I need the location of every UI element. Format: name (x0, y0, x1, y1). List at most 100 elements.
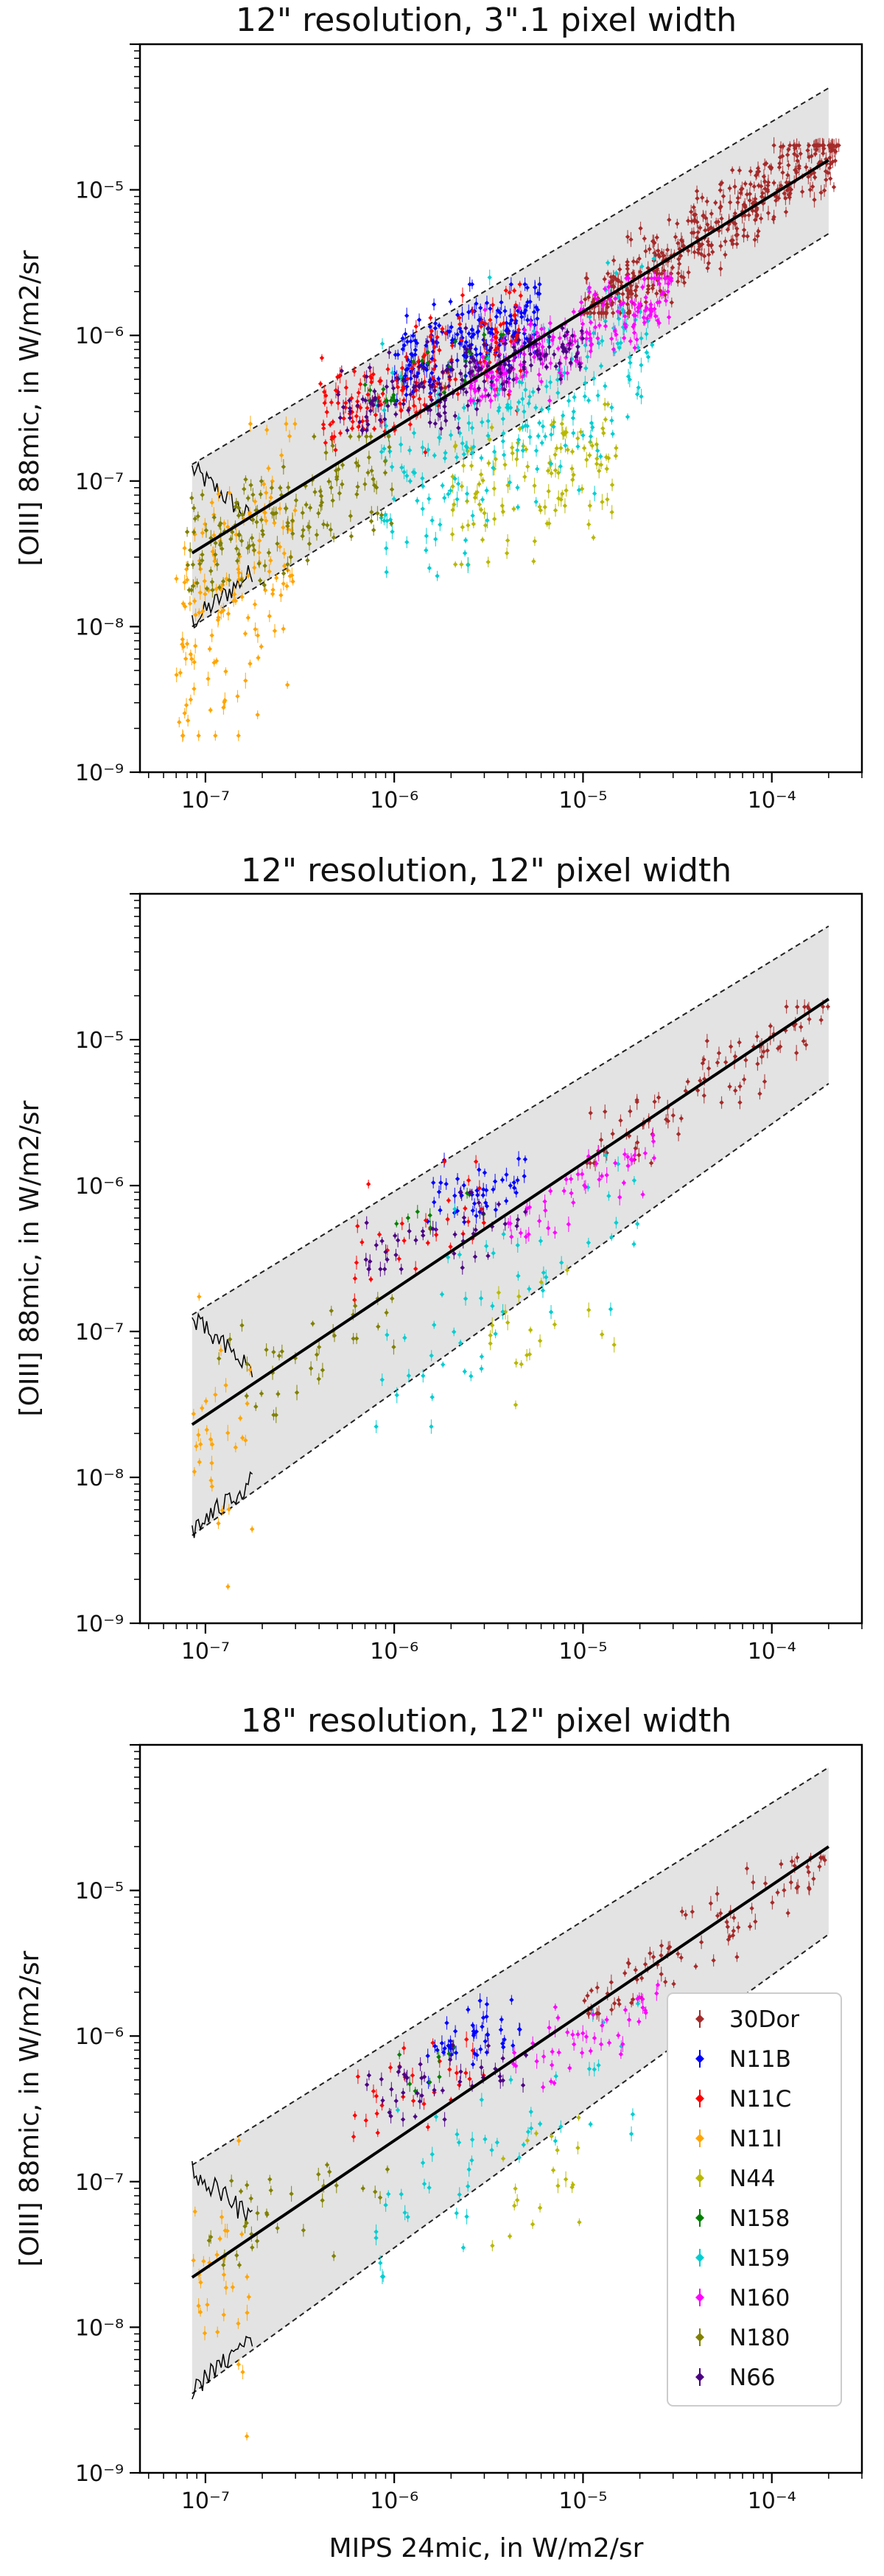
point-N160 (650, 1138, 656, 1144)
point-N180 (318, 503, 323, 508)
point-N44 (461, 463, 466, 469)
point-30Dor (604, 310, 609, 315)
point-30Dor (719, 216, 724, 221)
point-30Dor (699, 242, 705, 247)
point-30Dor (728, 1044, 734, 1049)
point-N66 (482, 342, 487, 347)
point-N159 (561, 413, 566, 419)
point-N159 (463, 444, 469, 449)
point-N180 (200, 552, 205, 557)
point-N11B (460, 312, 465, 317)
point-30Dor (676, 240, 681, 246)
point-30Dor (741, 1077, 747, 1082)
point-N11I (263, 587, 268, 593)
point-30Dor (756, 183, 762, 189)
point-N11C (466, 1219, 471, 1225)
point-30Dor (635, 1140, 640, 1145)
point-30Dor (608, 1980, 614, 1985)
point-N159 (651, 256, 656, 262)
point-N180 (191, 529, 197, 535)
point-N66 (534, 349, 540, 354)
point-N66 (461, 1215, 467, 1220)
point-N11C (380, 391, 385, 396)
point-N159 (415, 498, 420, 503)
point-N66 (541, 353, 547, 358)
point-N11B (508, 281, 514, 287)
point-30Dor (825, 1004, 831, 1009)
point-N11B (519, 310, 524, 315)
point-N11C (335, 400, 341, 406)
point-N11C (417, 396, 422, 402)
point-N44 (486, 461, 491, 466)
point-30Dor (676, 270, 681, 276)
point-30Dor (833, 144, 839, 149)
point-30Dor (610, 300, 615, 306)
point-N11C (401, 1238, 407, 1243)
point-N11C (350, 419, 356, 424)
point-N159 (485, 356, 491, 361)
point-N11C (330, 419, 336, 424)
point-N11C (460, 293, 466, 298)
point-N159 (427, 565, 432, 571)
point-N159 (455, 497, 460, 502)
point-30Dor (825, 170, 831, 175)
point-N11C (407, 421, 413, 427)
point-N160 (575, 1172, 580, 1177)
point-N11C (514, 332, 520, 338)
point-N159 (462, 1369, 468, 1374)
point-N11B (484, 300, 490, 306)
point-30Dor (690, 230, 695, 236)
point-30Dor (770, 1900, 775, 1905)
point-N11C (405, 376, 410, 382)
point-N11I (180, 733, 186, 738)
point-N160 (503, 371, 508, 376)
point-N160 (548, 1189, 553, 1194)
point-N160 (622, 314, 628, 319)
point-N66 (442, 404, 447, 409)
point-N159 (582, 393, 588, 399)
point-N160 (623, 324, 628, 330)
point-N160 (468, 398, 473, 403)
point-30Dor (786, 147, 791, 153)
point-N66 (500, 382, 505, 387)
point-30Dor (610, 1131, 615, 1137)
point-N180 (316, 1376, 321, 1382)
point-30Dor (584, 276, 590, 281)
point-N11C (443, 331, 449, 336)
point-30Dor (659, 1971, 664, 1977)
point-N44 (471, 521, 477, 527)
point-N159 (427, 496, 432, 502)
point-N44 (594, 441, 600, 447)
point-N159 (426, 447, 431, 452)
point-30Dor (752, 237, 757, 242)
point-N44 (478, 507, 484, 513)
point-N160 (628, 338, 634, 344)
point-30Dor (776, 164, 782, 170)
point-N44 (564, 430, 569, 435)
point-N180 (184, 529, 190, 535)
point-30Dor (705, 265, 710, 271)
point-N11I (253, 499, 258, 504)
point-N11I (209, 1484, 215, 1489)
point-N11B (450, 337, 455, 343)
point-30Dor (671, 1981, 676, 1987)
point-N159 (485, 518, 490, 523)
point-N11C (511, 312, 517, 318)
point-30Dor (642, 1961, 648, 1967)
point-N66 (516, 337, 522, 343)
point-N11I (198, 1441, 203, 1447)
point-N44 (558, 445, 564, 451)
point-N180 (200, 492, 205, 497)
point-N11C (343, 385, 349, 391)
point-N159 (485, 433, 491, 438)
point-30Dor (675, 279, 681, 284)
point-N159 (576, 487, 582, 493)
point-N11C (385, 1247, 390, 1253)
point-N180 (379, 512, 385, 518)
point-N66 (438, 385, 443, 391)
point-N66 (401, 402, 406, 407)
point-N160 (631, 322, 637, 327)
point-N66 (504, 379, 509, 385)
point-N66 (458, 1190, 463, 1195)
ticks (130, 892, 863, 1634)
